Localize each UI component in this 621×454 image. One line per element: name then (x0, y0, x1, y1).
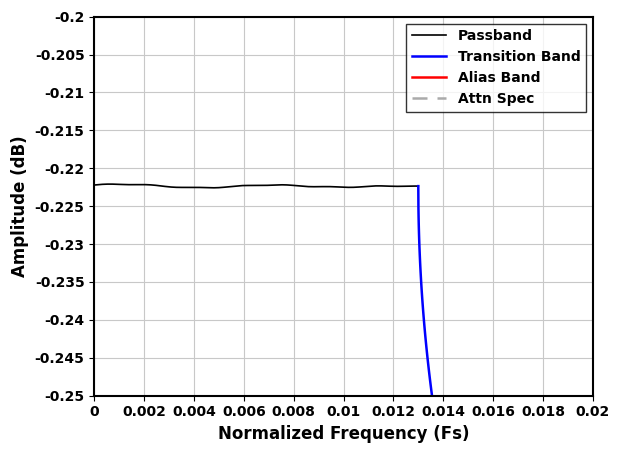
Passband (344, 185, 351, 190)
Transition Band (418, 284, 425, 290)
Passband (209, 185, 216, 191)
X-axis label: Normalized Frequency (Fs): Normalized Frequency (Fs) (218, 425, 469, 443)
Passband (314, 184, 321, 189)
Passband (350, 185, 357, 190)
Passband (124, 182, 132, 188)
Passband (234, 183, 242, 188)
Line: Passband: Passband (94, 184, 419, 188)
Passband (91, 182, 98, 188)
Transition Band (415, 183, 422, 189)
Transition Band (423, 345, 430, 350)
Legend: Passband, Transition Band, Alias Band, Attn Spec: Passband, Transition Band, Alias Band, A… (406, 24, 586, 112)
Transition Band (428, 393, 436, 398)
Line: Transition Band: Transition Band (419, 186, 432, 395)
Transition Band (417, 275, 425, 281)
Passband (415, 183, 422, 189)
Transition Band (427, 384, 435, 390)
Passband (222, 184, 230, 190)
Y-axis label: Amplitude (dB): Amplitude (dB) (11, 135, 29, 277)
Transition Band (422, 334, 429, 339)
Passband (106, 181, 113, 187)
Transition Band (428, 388, 435, 393)
